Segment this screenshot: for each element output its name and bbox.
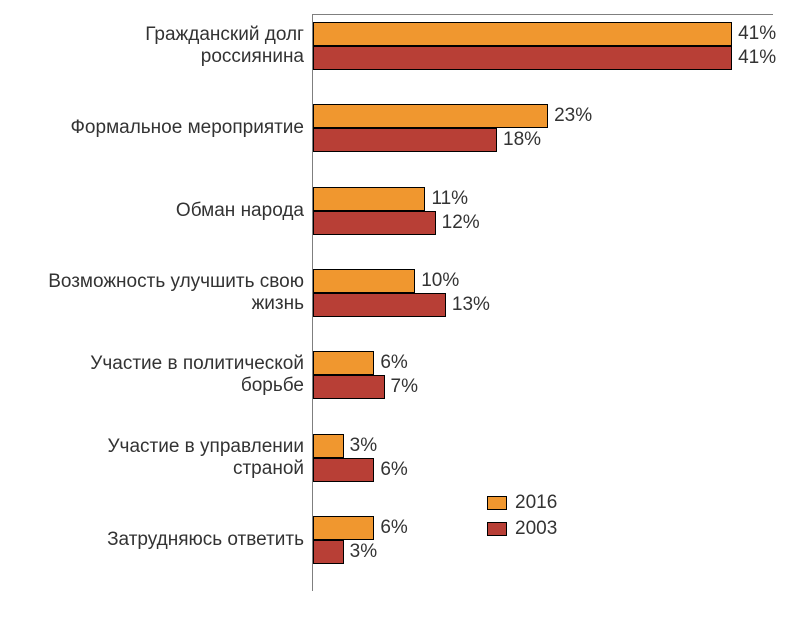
value-label: 6% [380, 516, 407, 540]
bar-s2 [313, 211, 436, 235]
value-label: 7% [391, 375, 418, 399]
bar-s1 [313, 22, 732, 46]
bar-s2 [313, 540, 344, 564]
bar-s1 [313, 516, 374, 540]
legend-item-2016: 2016 [487, 490, 607, 516]
value-label: 6% [380, 458, 407, 482]
value-label: 13% [452, 293, 490, 317]
bar-s2 [313, 128, 497, 152]
grouped-hbar-chart: Гражданский долг россиянина 41%41% Формаль… [0, 0, 800, 620]
category-label: Гражданский долг россиянина [24, 24, 304, 68]
bar-s2 [313, 293, 446, 317]
category-label: Участие в управлении страной [24, 436, 304, 480]
bar-s2 [313, 458, 374, 482]
category-label: Формальное мероприятие [24, 117, 304, 139]
value-label: 3% [350, 434, 377, 458]
bar-s1 [313, 104, 548, 128]
legend-item-2003: 2003 [487, 516, 607, 542]
category-label: Обман народа [24, 200, 304, 222]
bar-s1 [313, 434, 344, 458]
bar-s1 [313, 187, 425, 211]
bar-s2 [313, 46, 732, 70]
value-label: 6% [380, 351, 407, 375]
category-label: Затрудняюсь ответить [24, 529, 304, 551]
value-label: 41% [738, 46, 776, 70]
value-label: 12% [442, 211, 480, 235]
value-label: 18% [503, 128, 541, 152]
value-label: 11% [431, 187, 468, 211]
value-label: 10% [421, 269, 459, 293]
legend-label-2003: 2003 [515, 518, 557, 540]
category-label: Возможность улучшить свою жизнь [24, 271, 304, 315]
bar-s2 [313, 375, 385, 399]
bar-s1 [313, 351, 374, 375]
value-label: 41% [738, 22, 776, 46]
value-label: 23% [554, 104, 592, 128]
legend-swatch-2016 [487, 496, 507, 510]
bar-s1 [313, 269, 415, 293]
value-label: 3% [350, 540, 377, 564]
legend-label-2016: 2016 [515, 492, 557, 514]
legend-swatch-2003 [487, 522, 507, 536]
legend: 2016 2003 [487, 490, 607, 542]
category-label: Участие в политической борьбе [24, 353, 304, 397]
